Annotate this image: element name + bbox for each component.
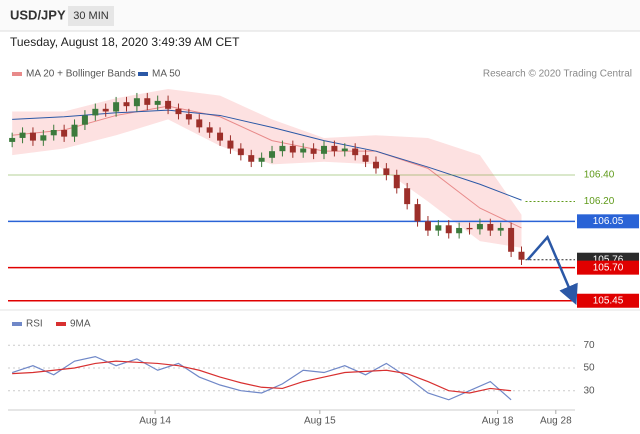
candle-body xyxy=(414,204,421,222)
candle-body xyxy=(113,102,120,112)
candle-body xyxy=(341,148,348,152)
candle-body xyxy=(372,161,379,169)
candle-body xyxy=(165,100,172,109)
x-tick-label: Aug 14 xyxy=(139,416,171,427)
x-tick-label: Aug 18 xyxy=(482,416,514,427)
legend-label: MA 50 xyxy=(152,69,181,80)
level-badge xyxy=(577,214,639,229)
candle-body xyxy=(154,100,161,105)
candle-body xyxy=(456,227,463,234)
candle-body xyxy=(185,114,192,120)
candle-body xyxy=(352,148,359,156)
y-tick-label: 30 xyxy=(583,385,595,396)
level-badge xyxy=(577,293,639,308)
candle-body xyxy=(518,251,525,260)
candle-body xyxy=(435,225,442,231)
level-label: 105.45 xyxy=(593,295,624,306)
indicator-line xyxy=(12,360,512,394)
candle-body xyxy=(310,148,317,154)
candle-body xyxy=(248,155,255,162)
candle-body xyxy=(81,115,88,125)
candle-body xyxy=(217,132,224,141)
indicator-line xyxy=(11,355,512,401)
candle-body xyxy=(476,223,483,230)
source: Research © 2020 Trading Central xyxy=(483,69,632,80)
candle-body xyxy=(29,132,36,141)
bollinger-band xyxy=(12,88,522,248)
forecast-arrow xyxy=(526,234,578,305)
candle-body xyxy=(331,145,338,152)
candle-body xyxy=(123,102,130,107)
candle-body xyxy=(289,145,296,153)
y-tick-label: 70 xyxy=(583,340,595,351)
level-label: 106.40 xyxy=(584,170,615,181)
candle-body xyxy=(487,223,494,231)
candle-body xyxy=(321,145,327,154)
level-badge xyxy=(577,260,639,275)
candle-body xyxy=(92,108,99,116)
candle-body xyxy=(424,221,431,231)
candle-body xyxy=(445,225,452,234)
moving-average xyxy=(12,109,522,201)
candle-body xyxy=(50,130,57,136)
legend-swatch xyxy=(138,72,148,76)
candle-body xyxy=(144,98,151,105)
level-label: 105.70 xyxy=(593,262,624,273)
legend-label: RSI xyxy=(26,319,43,330)
candle-body xyxy=(9,137,16,142)
candle-body xyxy=(227,140,234,149)
candle-body xyxy=(383,168,390,175)
timestamp: Tuesday, August 18, 2020 3:49:39 AM CET xyxy=(10,35,240,49)
legend-swatch xyxy=(12,322,22,326)
candle-body xyxy=(40,135,47,141)
level-label: 106.05 xyxy=(593,216,624,227)
candle-body xyxy=(300,148,307,153)
x-tick-label: Aug 28 xyxy=(540,416,572,427)
legend-swatch xyxy=(56,322,66,326)
candle-body xyxy=(404,188,411,205)
moving-average xyxy=(12,105,522,229)
legend-label: 9MA xyxy=(70,319,91,330)
candle-body xyxy=(102,108,109,112)
interval[interactable]: 30 MIN xyxy=(73,10,109,22)
symbol: USD/JPY xyxy=(10,7,66,22)
x-tick-label: Aug 15 xyxy=(304,416,336,427)
candle-body xyxy=(19,132,26,138)
level-label: 105.76 xyxy=(593,254,624,265)
candle-body xyxy=(497,227,504,231)
candle-body xyxy=(466,227,473,230)
y-tick-label: 50 xyxy=(583,363,595,374)
candle-body xyxy=(61,130,68,137)
candle-body xyxy=(71,124,78,137)
candle-body xyxy=(269,151,276,158)
candle-body xyxy=(133,98,140,107)
legend-swatch xyxy=(12,72,22,76)
candle-body xyxy=(237,148,244,156)
level-label: 106.20 xyxy=(584,196,615,207)
candle-body xyxy=(508,227,515,252)
candle-body xyxy=(196,119,203,128)
candle-body xyxy=(362,155,369,162)
legend-label: MA 20 + Bollinger Bands xyxy=(26,69,136,80)
candle-body xyxy=(175,108,182,115)
candle-body xyxy=(258,157,265,162)
interval-badge[interactable] xyxy=(68,6,114,26)
candle-body xyxy=(206,127,213,133)
candle-body xyxy=(279,145,286,152)
candle-body xyxy=(393,175,400,189)
